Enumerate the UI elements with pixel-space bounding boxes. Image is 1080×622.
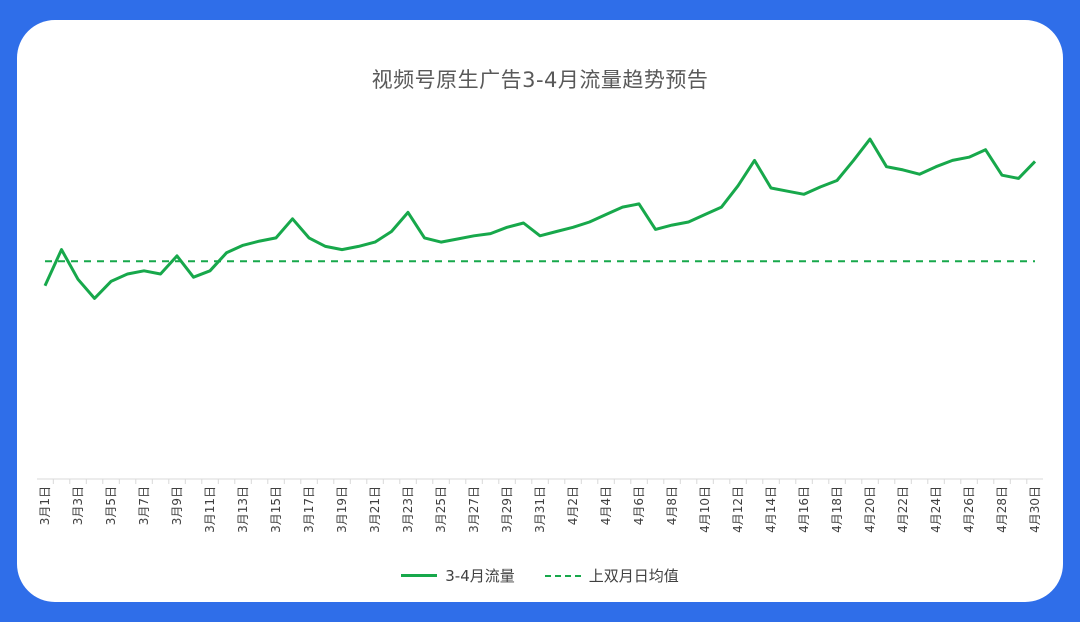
x-tick-label: 3月7日 — [137, 486, 151, 525]
legend-item-traffic: 3-4月流量 — [401, 565, 515, 586]
x-tick-label: 3月5日 — [104, 486, 118, 525]
x-tick-label: 3月9日 — [170, 486, 184, 525]
x-tick-label: 4月20日 — [863, 486, 877, 533]
chart-title: 视频号原生广告3-4月流量趋势预告 — [371, 68, 709, 92]
legend-swatch-solid — [401, 574, 438, 577]
x-tick-label: 4月22日 — [896, 486, 910, 533]
chart-legend: 3-4月流量 上双月日均值 — [0, 565, 1080, 586]
x-tick-label: 3月17日 — [302, 486, 316, 533]
x-tick-label: 3月1日 — [38, 486, 52, 525]
x-tick-label: 4月18日 — [830, 486, 844, 533]
x-tick-label: 3月27日 — [467, 486, 481, 533]
x-tick-label: 3月15日 — [269, 486, 283, 533]
x-tick-label: 4月4日 — [599, 486, 613, 525]
x-tick-label: 4月16日 — [797, 486, 811, 533]
x-tick-label: 4月2日 — [566, 486, 580, 525]
x-axis-labels: 3月1日 3月3日 3月5日 3月7日 3月9日 3月11日 3月13日 3月15日 3月17日… — [38, 486, 1042, 533]
x-tick-label: 4月28日 — [995, 486, 1009, 533]
x-tick-label: 3月21日 — [368, 486, 382, 533]
x-tick-label: 4月8日 — [665, 486, 679, 525]
x-tick-label: 4月24日 — [929, 486, 943, 533]
x-tick-label: 4月30日 — [1028, 486, 1042, 533]
x-tick-label: 4月12日 — [731, 486, 745, 533]
x-axis-ticks — [52, 479, 1028, 484]
x-tick-label: 3月23日 — [401, 486, 415, 533]
x-tick-label: 3月3日 — [71, 486, 85, 525]
x-tick-label: 3月31日 — [533, 486, 547, 533]
x-tick-label: 4月10日 — [698, 486, 712, 533]
x-tick-label: 4月14日 — [764, 486, 778, 533]
x-tick-label: 4月26日 — [962, 486, 976, 533]
chart-card — [17, 20, 1063, 602]
series-line-traffic — [43, 137, 1037, 300]
x-tick-label: 3月11日 — [203, 486, 217, 533]
x-tick-label: 4月6日 — [632, 486, 646, 525]
x-tick-label: 3月19日 — [335, 486, 349, 533]
legend-item-average: 上双月日均值 — [544, 565, 679, 586]
x-tick-label: 3月29日 — [500, 486, 514, 533]
x-tick-label: 3月13日 — [236, 486, 250, 533]
x-tick-label: 3月25日 — [434, 486, 448, 533]
legend-label-traffic: 3-4月流量 — [445, 567, 515, 585]
legend-label-average: 上双月日均值 — [588, 567, 679, 585]
legend-swatch-dashed — [544, 574, 581, 577]
